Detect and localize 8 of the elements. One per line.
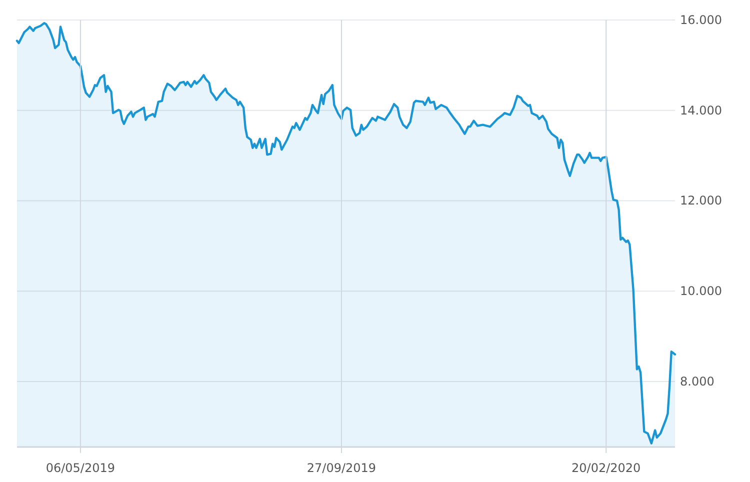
y-tick-label: 14.000	[680, 103, 722, 118]
y-tick-label: 16.000	[680, 13, 722, 27]
y-tick-label: 8.000	[680, 374, 714, 388]
x-tick-label: 20/02/2020	[572, 461, 641, 475]
y-tick-label: 12.000	[680, 194, 722, 208]
x-tick-label: 27/09/2019	[306, 461, 376, 475]
y-tick-label: 10.000	[680, 284, 722, 298]
x-tick-label: 06/05/2019	[46, 461, 116, 475]
